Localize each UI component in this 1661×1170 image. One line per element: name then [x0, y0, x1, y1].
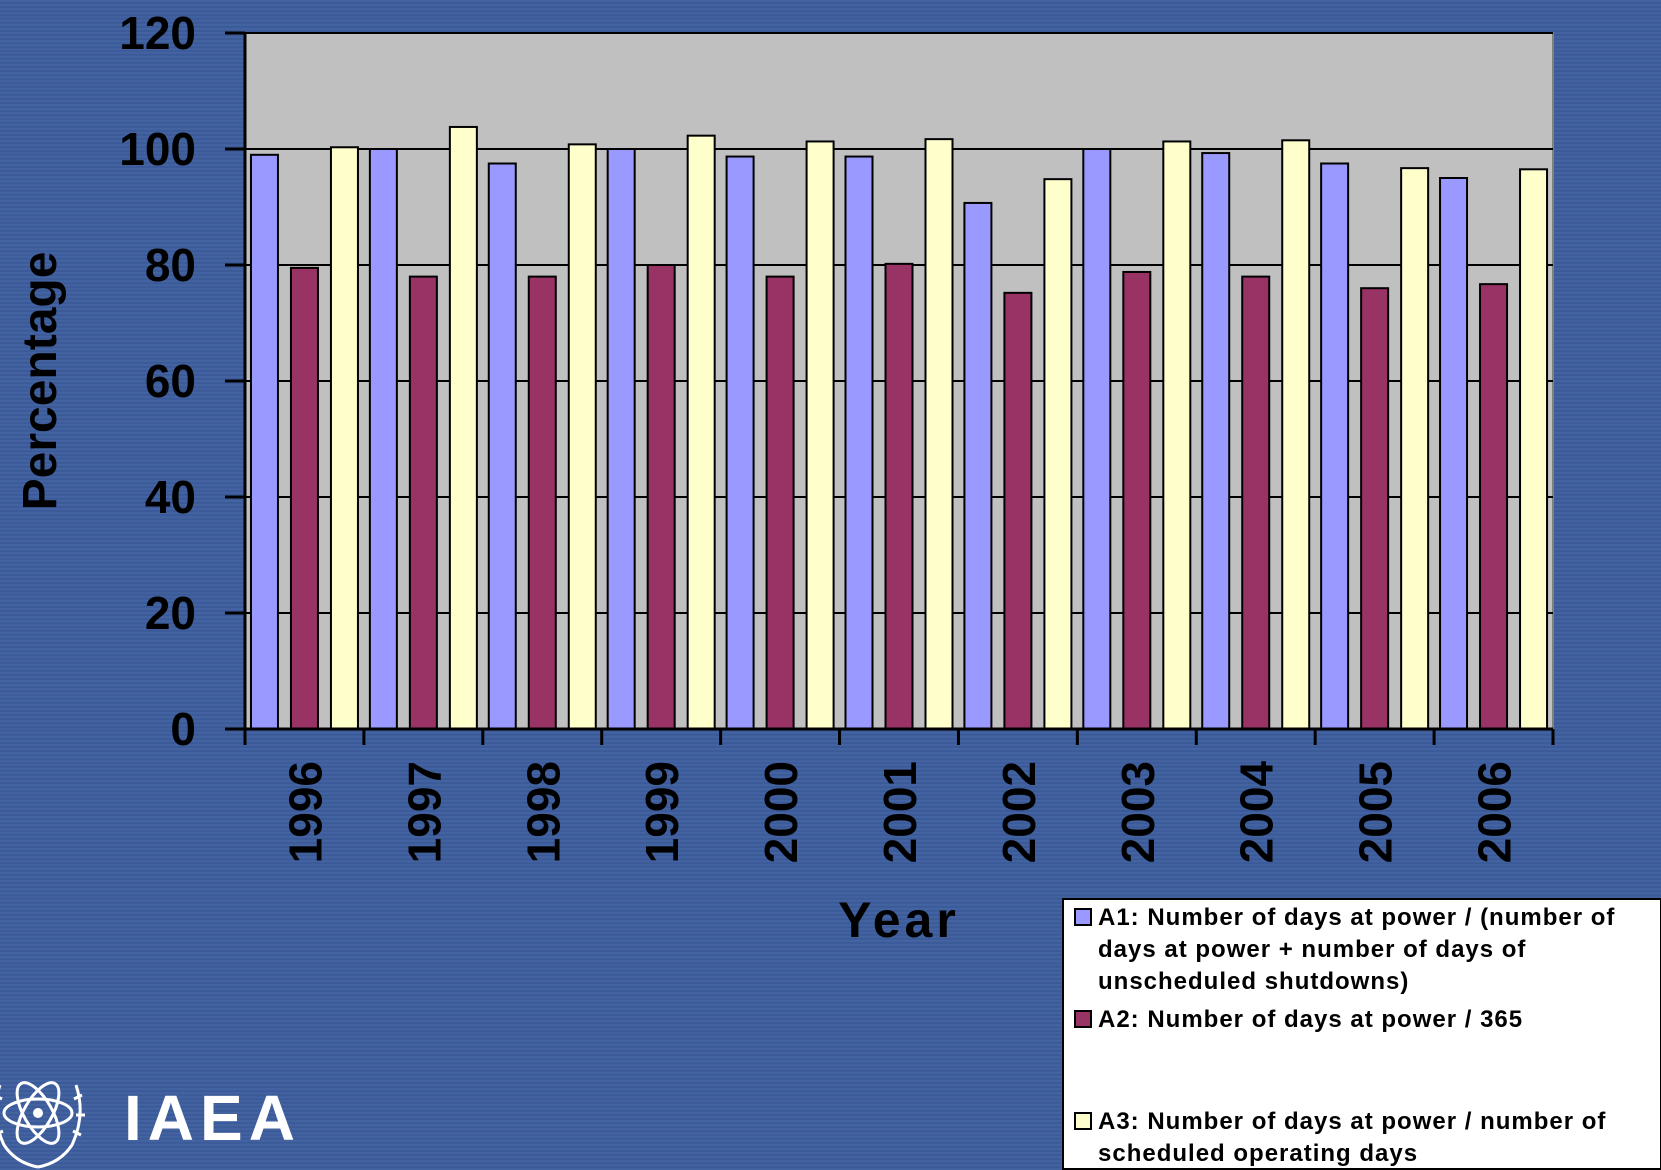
bar-series-3-1996	[329, 146, 359, 730]
bar-series-3-2000	[805, 140, 835, 730]
iaea-logo: IAEA	[0, 1055, 320, 1169]
bars	[249, 125, 1549, 731]
bar-series-2-2004	[1241, 275, 1271, 730]
y-tick-labels: 0 20 40 60 80 100 120	[119, 7, 196, 755]
legend-label-a1: A1: Number of days at power / (number of…	[1098, 904, 1616, 995]
bar-series-2-1998	[527, 275, 557, 730]
x-tick-label: 2006	[1469, 761, 1521, 863]
x-axis-title: Year	[838, 892, 960, 948]
bar-series-1-2005	[1320, 162, 1350, 730]
bar-series-3-2002	[1043, 178, 1073, 731]
y-axis-title: Percentage	[14, 252, 67, 511]
bar-series-3-2004	[1281, 139, 1311, 731]
legend: A1: Number of days at power / (number of…	[1062, 898, 1661, 1170]
bar-series-3-2003	[1162, 140, 1192, 730]
bar-series-3-1999	[686, 134, 716, 731]
iaea-emblem-icon	[0, 1081, 85, 1169]
y-tick-label: 40	[145, 471, 196, 523]
bar-series-2-1997	[408, 275, 438, 730]
bar-series-2-2002	[1003, 291, 1033, 730]
bar-series-2-2005	[1360, 287, 1390, 730]
y-tick-label: 0	[170, 703, 196, 755]
y-tick-label: 80	[145, 239, 196, 291]
bar-series-1-2002	[963, 201, 993, 730]
legend-label-a2: A2: Number of days at power / 365	[1098, 1006, 1524, 1033]
bar-series-1-1999	[606, 148, 636, 730]
iaea-logo-text: IAEA	[124, 1082, 301, 1154]
bar-series-2-2001	[884, 262, 914, 730]
x-tick-label: 2005	[1350, 761, 1402, 863]
legend-entry-a2: A2: Number of days at power / 365	[1074, 1004, 1654, 1036]
legend-entry-a1: A1: Number of days at power / (number of…	[1074, 902, 1654, 998]
bar-series-1-1997	[368, 148, 398, 730]
legend-swatch-a1	[1074, 908, 1092, 926]
y-tick-label: 100	[119, 123, 196, 175]
y-tick-label: 120	[119, 7, 196, 59]
legend-swatch-a3	[1074, 1112, 1092, 1130]
x-tick-label: 2002	[993, 761, 1045, 863]
x-tick-labels: 1996 1997 1998 1999 2000 2001 2002 2003 2004 2005…	[279, 761, 1520, 864]
bar-series-3-2005	[1400, 167, 1430, 730]
bar-series-2-2006	[1479, 283, 1509, 730]
x-tick-label: 2003	[1112, 761, 1164, 863]
axes	[225, 31, 1555, 745]
x-tick-label: 2000	[755, 761, 807, 863]
y-tick-label: 60	[145, 355, 196, 407]
x-tick-label: 2001	[874, 761, 926, 863]
x-tick-label: 1997	[398, 761, 450, 863]
y-tick-label: 20	[145, 587, 196, 639]
x-tick-label: 1999	[636, 761, 688, 863]
bar-series-2-1999	[646, 264, 676, 730]
bar-series-1-2000	[725, 155, 755, 731]
legend-label-a3: A3: Number of days at power / number of …	[1098, 1108, 1607, 1167]
bar-series-1-2001	[844, 155, 874, 731]
bar-series-1-2006	[1439, 177, 1469, 730]
bar-series-1-1996	[249, 153, 279, 731]
x-tick-label: 1998	[517, 761, 569, 863]
bar-series-1-2004	[1201, 152, 1231, 730]
bar-series-3-1998	[567, 143, 597, 731]
legend-entry-a3: A3: Number of days at power / number of …	[1074, 1106, 1654, 1170]
bar-series-3-2006	[1519, 168, 1549, 731]
bar-series-3-1997	[448, 125, 478, 730]
bar-series-3-2001	[924, 138, 954, 730]
x-tick-label: 1996	[279, 761, 331, 863]
x-tick-label: 2004	[1231, 761, 1283, 864]
bar-series-2-2000	[765, 275, 795, 730]
bar-series-2-1996	[289, 266, 319, 730]
bar-series-1-2003	[1082, 148, 1112, 730]
legend-swatch-a2	[1074, 1010, 1092, 1028]
bar-series-2-2003	[1122, 270, 1152, 730]
bar-series-1-1998	[487, 162, 517, 730]
